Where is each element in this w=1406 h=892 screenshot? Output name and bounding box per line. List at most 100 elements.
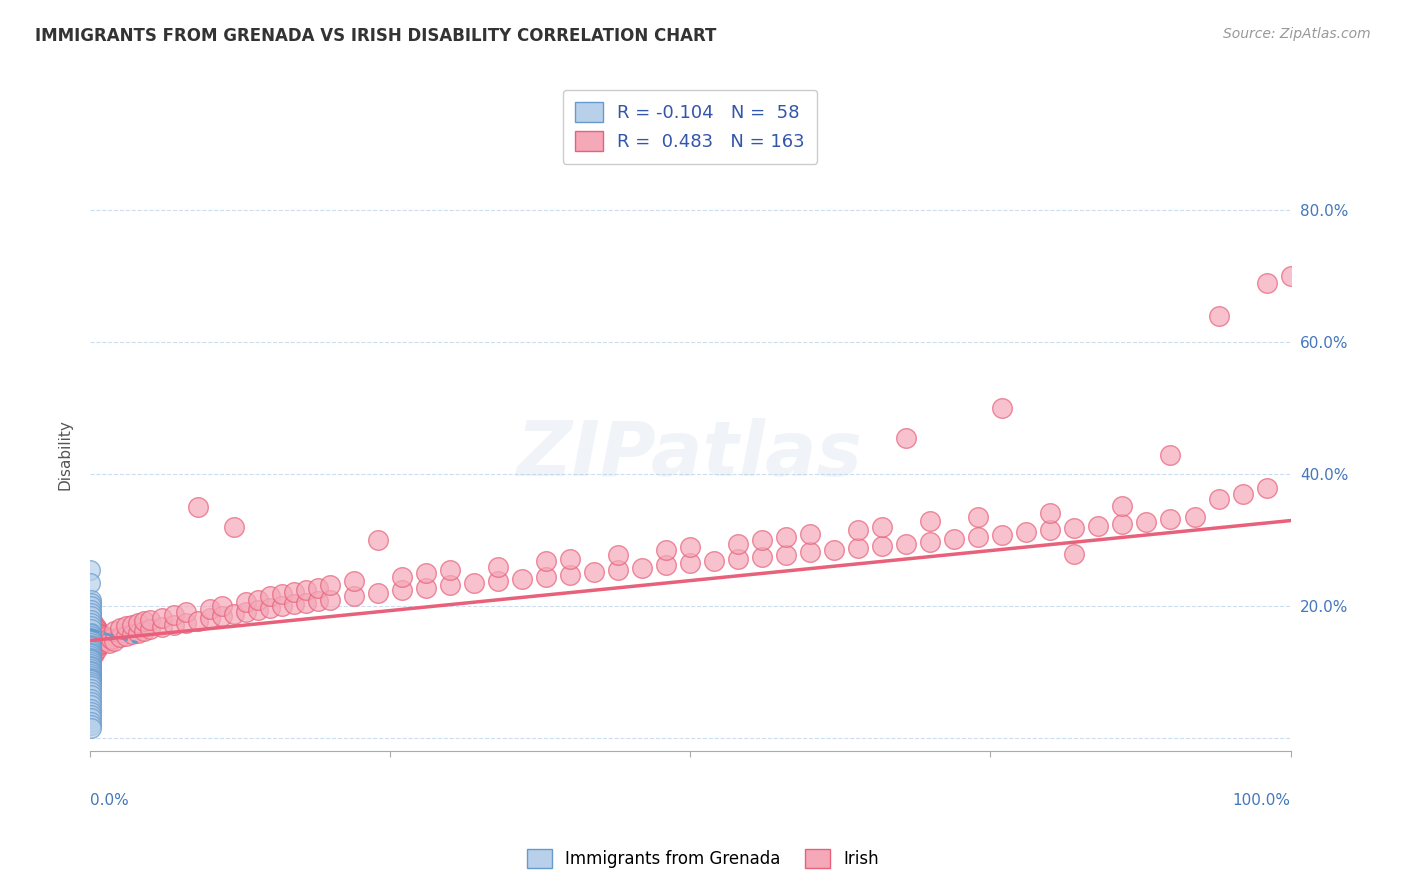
Point bbox=[121, 627, 143, 641]
Point bbox=[83, 637, 105, 651]
Point bbox=[162, 607, 184, 622]
Point bbox=[150, 610, 173, 624]
Point bbox=[80, 631, 103, 645]
Point bbox=[93, 629, 115, 643]
Point bbox=[1159, 448, 1181, 462]
Point bbox=[83, 633, 105, 648]
Point bbox=[799, 526, 821, 541]
Point bbox=[80, 652, 103, 666]
Point bbox=[727, 551, 749, 566]
Point bbox=[1232, 487, 1254, 501]
Point bbox=[259, 600, 281, 615]
Point bbox=[84, 635, 107, 649]
Point bbox=[967, 510, 990, 524]
Point bbox=[607, 563, 630, 577]
Point bbox=[89, 631, 111, 645]
Point bbox=[631, 561, 654, 575]
Point bbox=[80, 708, 103, 723]
Point bbox=[80, 624, 103, 638]
Point bbox=[83, 627, 105, 641]
Point bbox=[80, 629, 103, 643]
Point bbox=[307, 581, 329, 595]
Point bbox=[93, 633, 115, 648]
Point bbox=[87, 632, 110, 647]
Point bbox=[991, 401, 1014, 416]
Point bbox=[582, 565, 605, 579]
Point bbox=[80, 635, 103, 649]
Point bbox=[80, 648, 103, 663]
Point bbox=[534, 554, 557, 568]
Point bbox=[80, 698, 103, 713]
Point bbox=[82, 632, 104, 647]
Point bbox=[82, 644, 104, 658]
Point bbox=[246, 602, 269, 616]
Point bbox=[1111, 499, 1133, 513]
Point bbox=[439, 578, 461, 592]
Point bbox=[80, 629, 103, 643]
Point bbox=[80, 640, 103, 655]
Point bbox=[80, 599, 103, 614]
Point bbox=[108, 621, 131, 635]
Point bbox=[80, 665, 103, 680]
Point bbox=[80, 623, 103, 637]
Point bbox=[222, 607, 245, 622]
Legend: Immigrants from Grenada, Irish: Immigrants from Grenada, Irish bbox=[520, 843, 886, 875]
Point bbox=[655, 558, 678, 573]
Point bbox=[82, 624, 104, 639]
Point bbox=[80, 596, 103, 610]
Point bbox=[82, 647, 104, 661]
Text: Source: ZipAtlas.com: Source: ZipAtlas.com bbox=[1223, 27, 1371, 41]
Point bbox=[415, 566, 437, 581]
Point bbox=[80, 644, 103, 658]
Point bbox=[846, 524, 869, 538]
Point bbox=[751, 549, 773, 564]
Point bbox=[82, 629, 104, 643]
Point bbox=[87, 635, 110, 649]
Point bbox=[80, 635, 103, 649]
Point bbox=[82, 620, 104, 634]
Point bbox=[679, 557, 702, 571]
Point bbox=[1063, 521, 1085, 535]
Point bbox=[80, 657, 103, 672]
Point bbox=[87, 624, 110, 639]
Point bbox=[96, 631, 118, 645]
Point bbox=[80, 679, 103, 693]
Point bbox=[486, 574, 509, 589]
Point bbox=[103, 624, 125, 639]
Point bbox=[391, 582, 413, 597]
Point bbox=[607, 548, 630, 562]
Point bbox=[486, 559, 509, 574]
Point bbox=[80, 668, 103, 682]
Point bbox=[80, 620, 103, 634]
Point bbox=[89, 635, 111, 649]
Point bbox=[86, 627, 108, 641]
Point bbox=[246, 592, 269, 607]
Point bbox=[703, 554, 725, 568]
Point bbox=[80, 701, 103, 715]
Point bbox=[89, 627, 111, 641]
Point bbox=[80, 685, 103, 699]
Point bbox=[751, 533, 773, 548]
Point bbox=[80, 592, 103, 607]
Point bbox=[79, 576, 101, 591]
Point bbox=[80, 722, 103, 736]
Point bbox=[80, 609, 103, 624]
Point bbox=[534, 569, 557, 583]
Point bbox=[80, 638, 103, 652]
Point bbox=[319, 578, 342, 592]
Point bbox=[80, 639, 103, 653]
Point bbox=[80, 614, 103, 628]
Point bbox=[558, 551, 581, 566]
Point bbox=[283, 584, 305, 599]
Point bbox=[86, 638, 108, 652]
Point bbox=[80, 642, 103, 657]
Text: IMMIGRANTS FROM GRENADA VS IRISH DISABILITY CORRELATION CHART: IMMIGRANTS FROM GRENADA VS IRISH DISABIL… bbox=[35, 27, 717, 45]
Point bbox=[80, 714, 103, 729]
Point bbox=[80, 633, 103, 648]
Point bbox=[82, 641, 104, 656]
Point bbox=[82, 639, 104, 653]
Point bbox=[80, 624, 103, 638]
Text: 0.0%: 0.0% bbox=[90, 793, 128, 808]
Point bbox=[80, 638, 103, 652]
Point bbox=[415, 581, 437, 595]
